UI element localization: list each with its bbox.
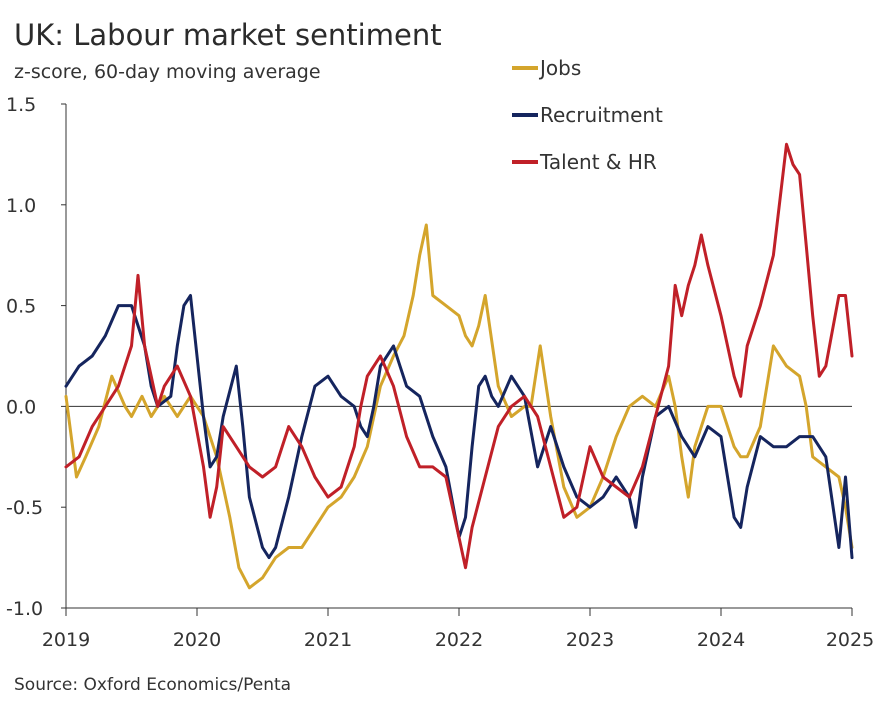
chart-title: UK: Labour market sentiment bbox=[14, 18, 442, 52]
x-tick-label: 2019 bbox=[42, 629, 90, 651]
y-tick-label: 0.5 bbox=[6, 296, 36, 318]
y-tick-label: 1.5 bbox=[6, 94, 36, 116]
legend-label-jobs: Jobs bbox=[538, 56, 581, 80]
x-tick-label: 2023 bbox=[566, 629, 614, 651]
y-tick-label: -1.0 bbox=[6, 598, 43, 620]
x-tick-label: 2024 bbox=[697, 629, 745, 651]
legend-item-talent-hr: Talent & HR bbox=[512, 150, 657, 174]
chart-subtitle: z-score, 60-day moving average bbox=[14, 61, 321, 83]
x-tick-label: 2022 bbox=[435, 629, 483, 651]
legend-item-recruitment: Recruitment bbox=[512, 103, 663, 127]
legend-item-jobs: Jobs bbox=[512, 56, 581, 80]
series-line-recruitment bbox=[64, 294, 854, 560]
legend-label-recruitment: Recruitment bbox=[540, 103, 663, 127]
x-tick-label: 2025 bbox=[826, 629, 874, 651]
legend-label-talent-hr: Talent & HR bbox=[539, 150, 657, 174]
series-line-talent-hr bbox=[64, 142, 854, 570]
source-note: Source: Oxford Economics/Penta bbox=[14, 675, 291, 695]
series-lines bbox=[64, 142, 854, 590]
y-axis-ticks: 1.5 1.0 0.5 0.0 -0.5 -1.0 bbox=[6, 94, 66, 620]
legend: Jobs Recruitment Talent & HR bbox=[512, 56, 663, 174]
x-tick-label: 2020 bbox=[173, 629, 221, 651]
x-tick-label: 2021 bbox=[304, 629, 352, 651]
y-tick-label: 1.0 bbox=[6, 195, 36, 217]
y-tick-label: 0.0 bbox=[6, 396, 36, 418]
y-tick-label: -0.5 bbox=[6, 497, 43, 519]
x-axis-ticks: 2019 2020 2021 2022 2023 2024 2025 bbox=[42, 608, 874, 651]
